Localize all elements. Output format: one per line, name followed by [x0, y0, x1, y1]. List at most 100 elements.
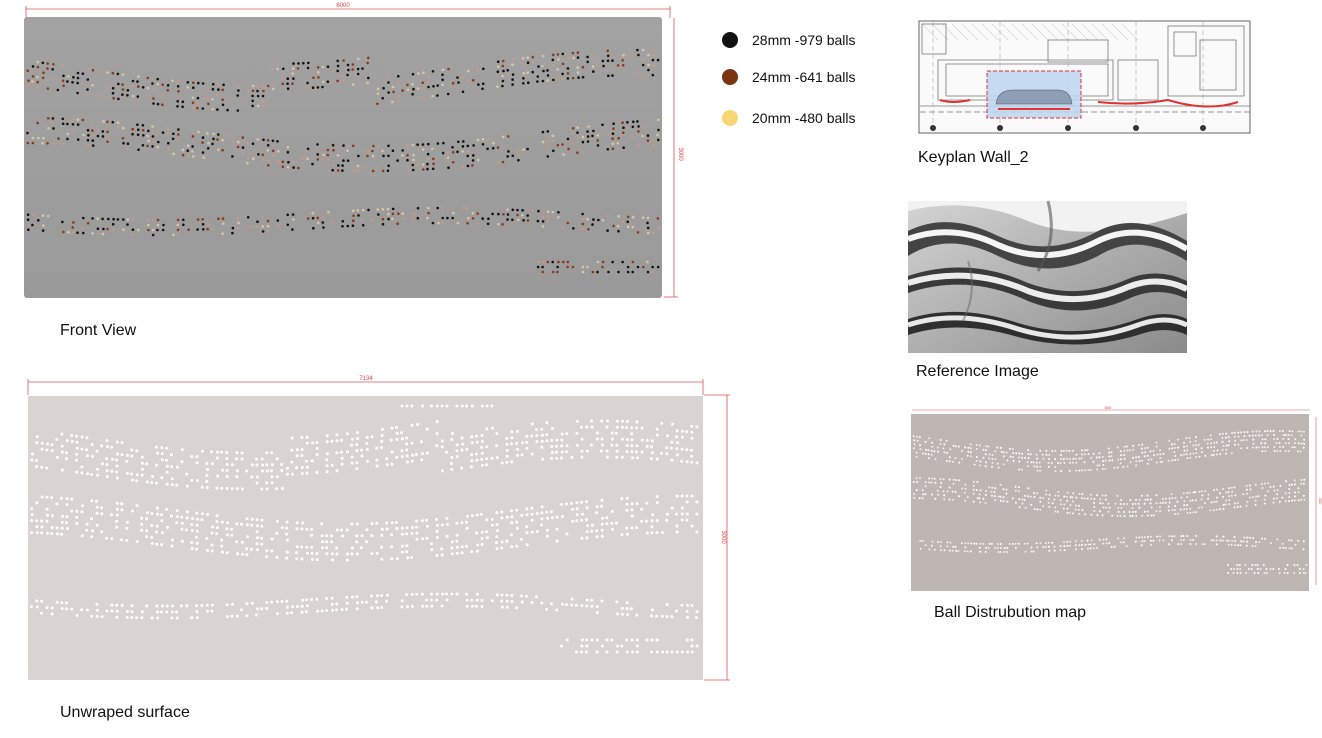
- ball-dot: [1086, 497, 1089, 500]
- ball-dot: [1171, 447, 1174, 450]
- ball-dot: [1276, 497, 1278, 500]
- ball-dot: [87, 143, 90, 147]
- ball-dot: [1237, 435, 1240, 438]
- ball-dot: [225, 615, 229, 619]
- ball-dot: [295, 551, 298, 555]
- ball-dot: [401, 89, 404, 92]
- ball-dot: [546, 210, 550, 213]
- ball-dot: [96, 217, 99, 220]
- ball-dot: [505, 599, 509, 603]
- ball-dot: [206, 97, 210, 101]
- ball-dot: [221, 468, 224, 472]
- ball-dot: [1293, 572, 1296, 574]
- ball-dot: [590, 638, 594, 642]
- ball-dot: [1047, 541, 1050, 544]
- ball-dot: [106, 227, 109, 231]
- ball-dot: [405, 532, 409, 536]
- ball-dot: [35, 465, 38, 469]
- ball-dot: [215, 456, 219, 460]
- ball-dot: [150, 481, 154, 484]
- ball-dot: [275, 600, 279, 604]
- ball-dot: [515, 544, 519, 548]
- ball-dot: [1281, 542, 1284, 545]
- ball-dot: [1255, 495, 1258, 498]
- ball-dot: [246, 226, 250, 229]
- ball-dot: [260, 607, 264, 611]
- ball-dot: [596, 431, 599, 435]
- ball-dot: [506, 208, 509, 211]
- ball-dot: [1288, 484, 1291, 486]
- ball-dot: [1279, 546, 1282, 549]
- ball-dot: [541, 140, 545, 144]
- ball-dot: [300, 545, 304, 549]
- ball-dot: [915, 489, 918, 492]
- ball-dot: [1030, 461, 1033, 464]
- ball-dot: [80, 608, 84, 612]
- ball-dot: [330, 608, 334, 612]
- ball-dot: [686, 650, 690, 654]
- ball-dot: [427, 75, 430, 79]
- ball-dot: [636, 120, 639, 123]
- ball-dot: [322, 153, 325, 156]
- ball-dot: [964, 487, 967, 490]
- ball-dot: [400, 550, 404, 554]
- ball-dot: [176, 105, 179, 108]
- ball-dot: [982, 456, 985, 459]
- ball-dot: [1189, 539, 1192, 541]
- ball-dot: [72, 231, 75, 234]
- ball-dot: [1156, 453, 1159, 456]
- ball-dot: [241, 99, 245, 102]
- ball-dot: [930, 493, 933, 496]
- ball-dot: [315, 447, 319, 450]
- ball-dot: [1233, 443, 1236, 446]
- ball-dot: [1027, 449, 1030, 452]
- ball-dot: [1162, 539, 1165, 542]
- ball-dot: [1180, 535, 1183, 538]
- ball-dot: [566, 77, 570, 80]
- ball-dot: [351, 437, 354, 441]
- reference-caption: Reference Image: [916, 363, 1039, 380]
- ball-dot: [1273, 434, 1276, 436]
- ball-dot: [939, 478, 942, 480]
- ball-dot: [1185, 437, 1188, 440]
- ball-dot: [1170, 443, 1173, 446]
- ball-dot: [1018, 468, 1021, 471]
- ball-dot: [169, 453, 173, 457]
- ball-dot: [1182, 535, 1185, 537]
- ball-dot: [1003, 547, 1006, 549]
- ball-dot: [617, 270, 620, 274]
- ball-dot: [1156, 535, 1159, 538]
- ball-dot: [505, 539, 509, 543]
- ball-dot: [1033, 496, 1036, 498]
- ball-dot: [625, 420, 629, 423]
- ball-dot: [1117, 458, 1120, 461]
- ball-dot: [919, 539, 922, 542]
- ball-dot: [470, 435, 474, 439]
- ball-dot: [918, 497, 921, 500]
- ball-dot: [1215, 500, 1218, 503]
- ball-dot: [984, 502, 987, 504]
- ball-dot: [61, 79, 65, 83]
- ball-dot: [392, 90, 395, 94]
- ball-dot: [1068, 544, 1071, 547]
- ball-dot: [391, 212, 395, 216]
- ball-dot: [975, 456, 978, 458]
- ball-dot: [1047, 465, 1050, 468]
- ball-dot: [695, 461, 699, 465]
- ball-dot: [1243, 431, 1246, 434]
- ball-dot: [555, 438, 559, 442]
- ball-dot: [1284, 547, 1287, 550]
- ball-dot: [1039, 508, 1042, 511]
- ball-dot: [1104, 498, 1107, 501]
- ball-dot: [1119, 503, 1122, 505]
- ball-dot: [251, 142, 255, 145]
- ball-dot: [355, 552, 359, 556]
- ball-dot: [546, 69, 549, 72]
- ball-dot: [1209, 434, 1212, 437]
- ball-dot: [1276, 538, 1279, 541]
- ball-dot: [1021, 468, 1023, 471]
- ball-dot: [540, 511, 544, 515]
- ball-dot: [530, 422, 534, 426]
- ball-dot: [1174, 505, 1177, 507]
- ball-dot: [1222, 503, 1225, 506]
